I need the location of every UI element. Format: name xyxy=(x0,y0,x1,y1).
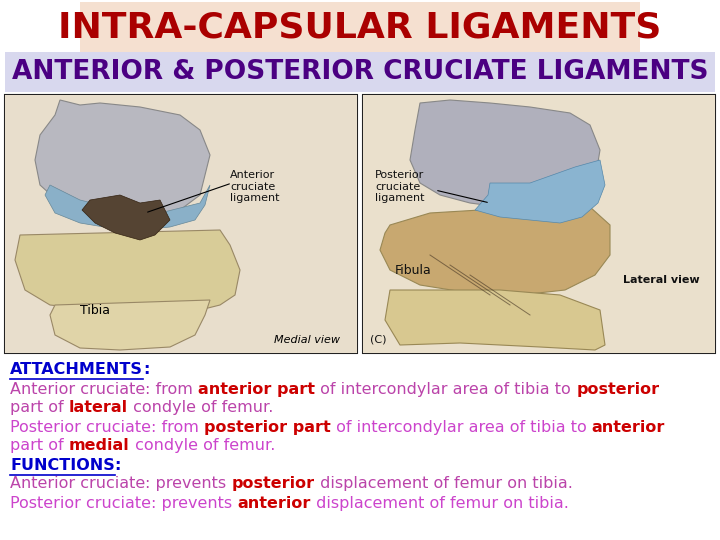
Text: Posterior cruciate: Posterior cruciate xyxy=(10,496,151,511)
Text: posterior: posterior xyxy=(576,382,660,397)
Text: : prevents: : prevents xyxy=(151,496,238,511)
Polygon shape xyxy=(380,207,610,295)
Text: condyle of femur.: condyle of femur. xyxy=(130,438,275,453)
Text: : prevents: : prevents xyxy=(145,476,232,491)
Text: Anterior cruciate: Anterior cruciate xyxy=(10,476,145,491)
Bar xyxy=(5,95,357,353)
Text: : from: : from xyxy=(151,420,204,435)
Polygon shape xyxy=(15,230,240,313)
Text: : from: : from xyxy=(145,382,198,397)
Text: lateral: lateral xyxy=(68,400,128,415)
Bar xyxy=(80,2,640,52)
Polygon shape xyxy=(82,195,170,240)
Text: part of: part of xyxy=(10,400,68,415)
Text: Posterior cruciate: Posterior cruciate xyxy=(10,420,151,435)
Text: posterior part: posterior part xyxy=(204,420,330,435)
Text: Anterior cruciate: Anterior cruciate xyxy=(10,382,145,397)
Text: Tibia: Tibia xyxy=(80,303,110,316)
Text: Posterior
cruciate
ligament: Posterior cruciate ligament xyxy=(375,170,425,203)
Text: :: : xyxy=(143,362,149,377)
Text: condyle of femur.: condyle of femur. xyxy=(128,400,274,415)
Text: anterior: anterior xyxy=(592,420,665,435)
Text: anterior: anterior xyxy=(238,496,310,511)
Polygon shape xyxy=(410,100,600,210)
Text: of intercondylar area of tibia to: of intercondylar area of tibia to xyxy=(315,382,576,397)
Text: FUNCTIONS: FUNCTIONS xyxy=(10,458,114,473)
Polygon shape xyxy=(35,100,210,215)
Polygon shape xyxy=(475,160,605,223)
Text: displacement of femur on tibia.: displacement of femur on tibia. xyxy=(315,476,572,491)
Bar xyxy=(5,95,357,353)
Text: anterior part: anterior part xyxy=(198,382,315,397)
Polygon shape xyxy=(45,185,210,230)
Text: part of: part of xyxy=(10,438,68,453)
Text: Fibula: Fibula xyxy=(395,264,432,276)
Bar xyxy=(5,52,715,92)
Text: :: : xyxy=(114,458,121,473)
Polygon shape xyxy=(50,300,210,350)
Text: ANTERIOR & POSTERIOR CRUCIATE LIGAMENTS: ANTERIOR & POSTERIOR CRUCIATE LIGAMENTS xyxy=(12,59,708,85)
Text: medial: medial xyxy=(68,438,130,453)
Text: Lateral view: Lateral view xyxy=(624,275,700,285)
Text: (C): (C) xyxy=(370,335,387,345)
Bar xyxy=(363,95,715,353)
Text: posterior: posterior xyxy=(232,476,315,491)
Text: of intercondylar area of tibia to: of intercondylar area of tibia to xyxy=(330,420,592,435)
Text: INTRA-CAPSULAR LIGAMENTS: INTRA-CAPSULAR LIGAMENTS xyxy=(58,10,662,44)
Text: Anterior
cruciate
ligament: Anterior cruciate ligament xyxy=(230,170,279,203)
Polygon shape xyxy=(385,290,605,350)
Text: ATTACHMENTS: ATTACHMENTS xyxy=(10,362,143,377)
Text: Medial view: Medial view xyxy=(274,335,340,345)
Text: displacement of femur on tibia.: displacement of femur on tibia. xyxy=(310,496,569,511)
Bar xyxy=(363,95,715,353)
